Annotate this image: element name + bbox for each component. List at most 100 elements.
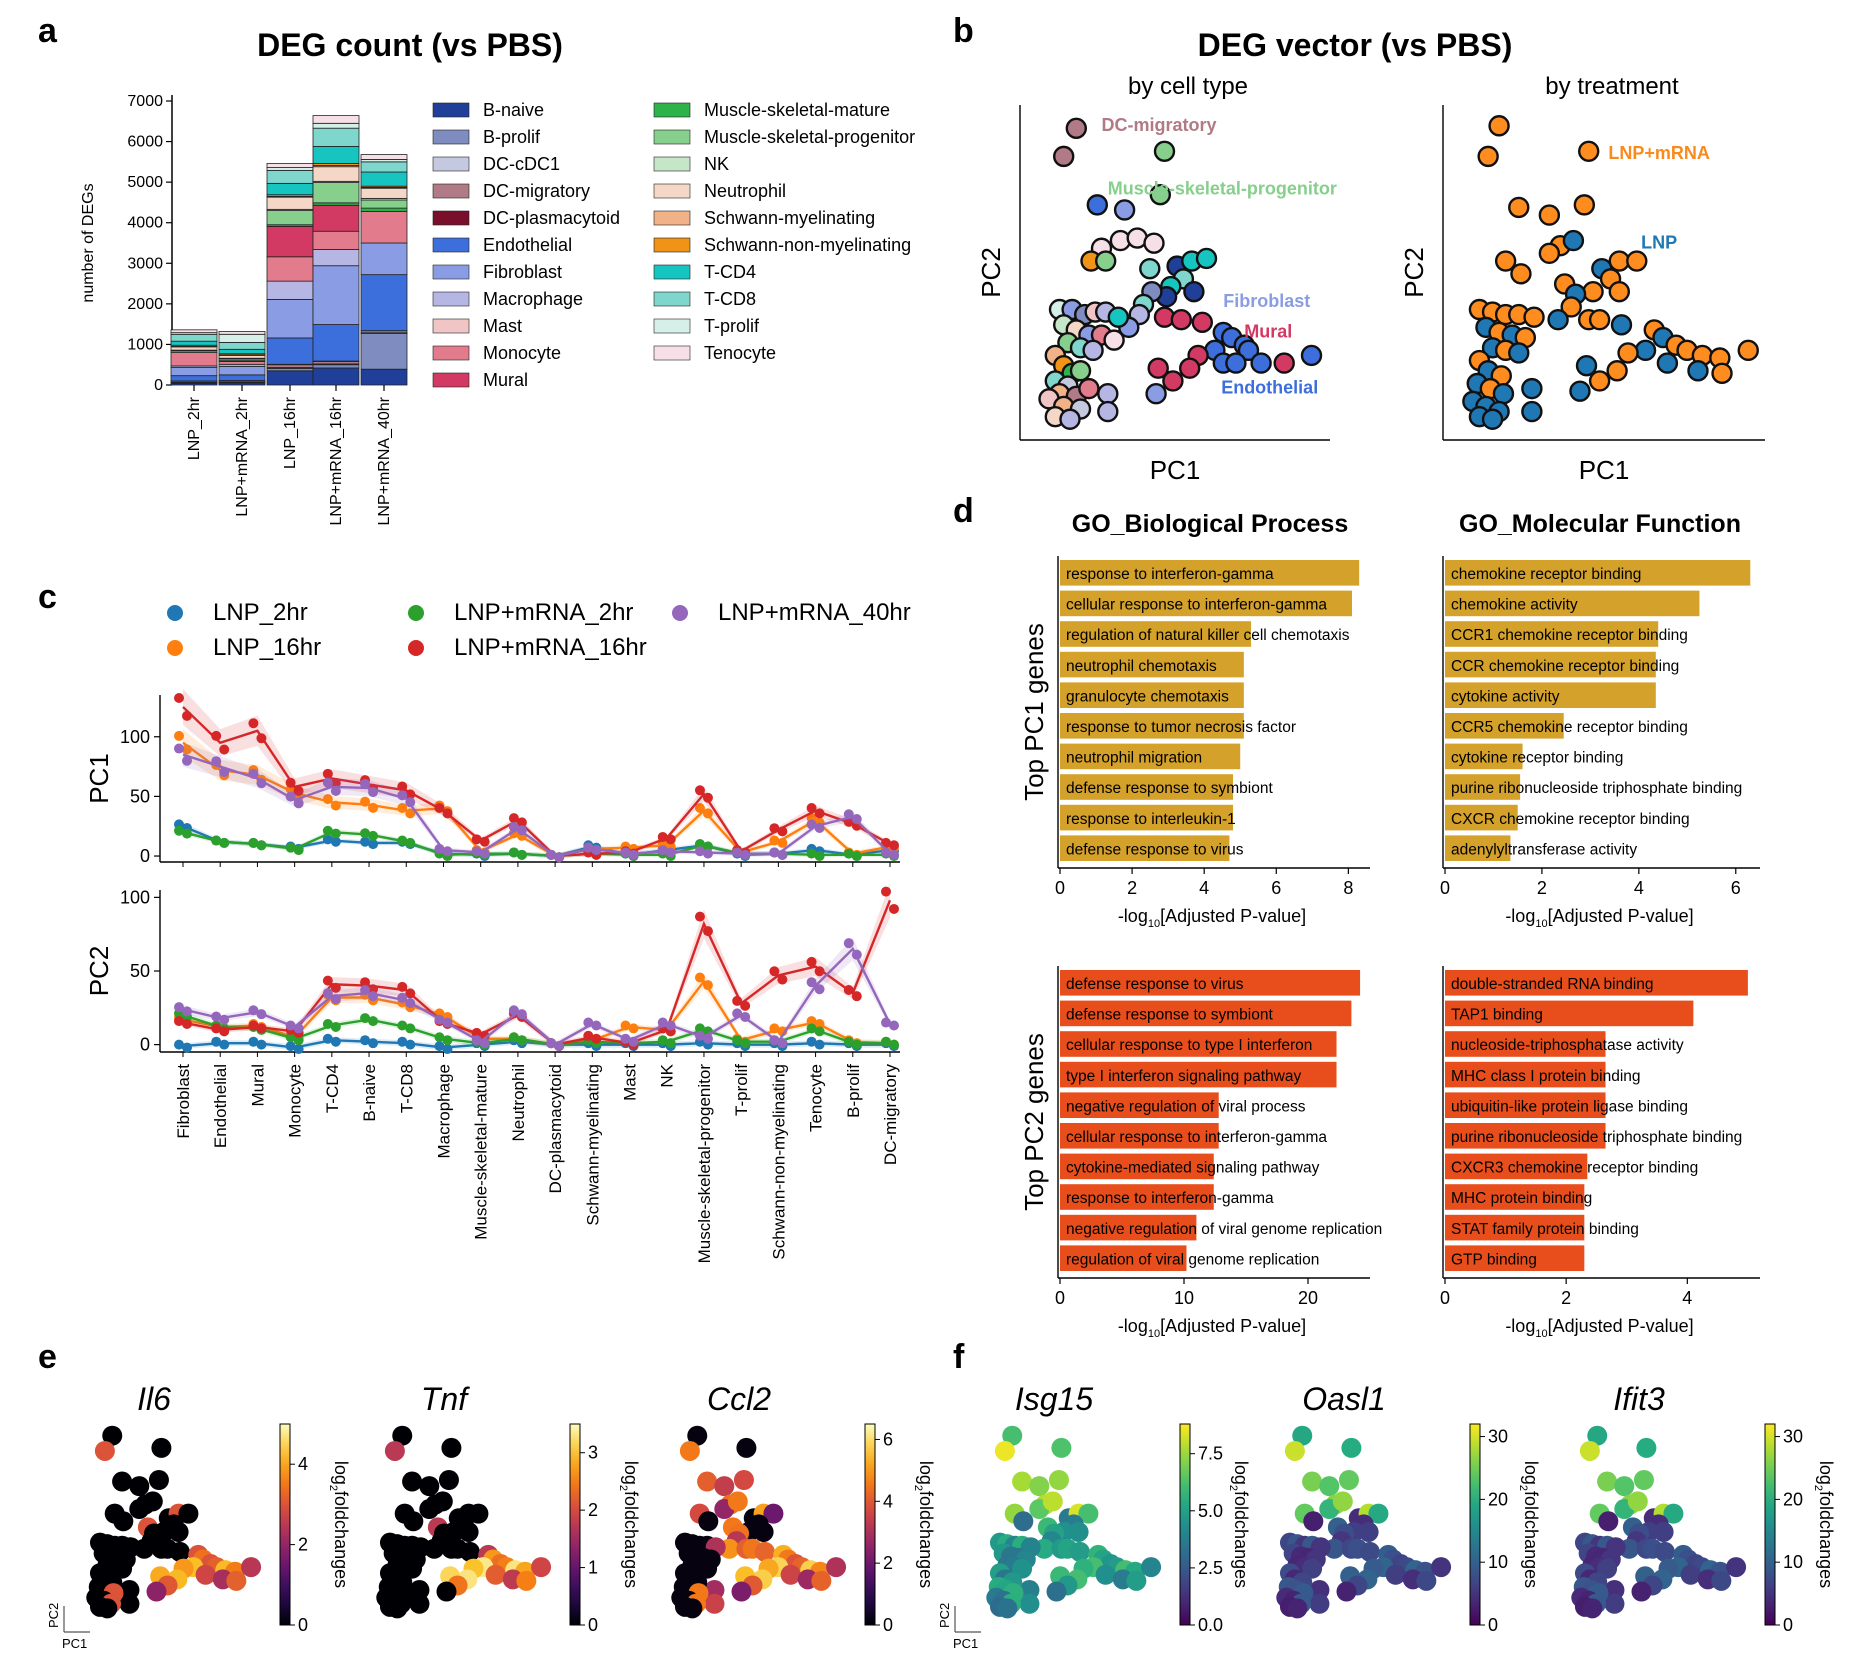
gene-point — [1012, 1471, 1033, 1492]
bar-segment — [218, 374, 266, 381]
series-point — [397, 1036, 408, 1047]
bar-segment — [218, 348, 266, 355]
go-bar — [1445, 743, 1523, 770]
gene-point — [1358, 1521, 1379, 1542]
series-point — [174, 1002, 184, 1013]
series-point — [591, 1033, 602, 1044]
legend-marker — [672, 605, 688, 621]
mini-x-label: PC1 — [953, 1636, 978, 1651]
gene-point — [1597, 1471, 1618, 1492]
gene-point — [1319, 1476, 1340, 1497]
cluster-label: LNP — [1641, 232, 1677, 252]
colorbar-tick-label: 10 — [1488, 1552, 1508, 1572]
x-tick-label: T-CD4 — [323, 1064, 342, 1113]
series-point — [851, 991, 862, 1002]
colorbar — [864, 1423, 876, 1626]
x-axis-label: -log10[Adjusted P-value] — [1118, 906, 1306, 930]
gene-point — [1069, 1541, 1090, 1562]
legend-swatch — [432, 102, 470, 118]
series-point — [620, 1020, 631, 1031]
series-point — [694, 1023, 705, 1034]
y-axis-label: PC2 — [84, 946, 114, 997]
x-tick-label: Schwann-myelinating — [583, 1064, 602, 1226]
series-point — [471, 834, 482, 845]
series-point — [285, 1041, 296, 1052]
y-tick-label: 0 — [154, 377, 163, 394]
series-point — [322, 988, 333, 999]
bar-segment — [170, 333, 218, 342]
colorbar-label: log2foldchanges — [1812, 1461, 1836, 1588]
series-point — [174, 1039, 184, 1050]
series-point — [843, 984, 854, 995]
legend-label: LNP+mRNA_40hr — [718, 599, 911, 626]
series-point — [694, 846, 705, 857]
series-point — [508, 847, 519, 858]
go-bar — [1060, 590, 1352, 617]
series-point — [330, 1021, 341, 1032]
series-point — [256, 840, 267, 851]
x-axis-label: PC1 — [1150, 455, 1201, 485]
series-point — [285, 1020, 296, 1031]
gene-point — [1663, 1503, 1684, 1524]
scatter-point — [1494, 250, 1517, 272]
gene-point — [1633, 1470, 1654, 1491]
series-point — [889, 1020, 899, 1031]
scatter-point — [1097, 383, 1119, 405]
bar-segment — [360, 161, 408, 173]
y-axis-label: PC2 — [976, 247, 1006, 298]
x-tick-label: 2 — [1537, 878, 1547, 898]
scatter-point — [1606, 360, 1628, 382]
cluster-label: LNP+mRNA — [1608, 143, 1710, 163]
go-term-label: cytokine activity — [1451, 688, 1560, 705]
panel-c-pc2: 0 50 100 PC2 Fibroblast Endothelial Mural Monoc… — [84, 882, 900, 1263]
series-point — [330, 836, 341, 847]
gene-point — [468, 1503, 489, 1524]
y-tick-label: 7000 — [127, 93, 163, 110]
scatter-point — [1059, 408, 1081, 430]
legend-label: B-prolif — [483, 127, 541, 147]
scatter-point — [1492, 383, 1515, 405]
scatter-point — [1488, 115, 1510, 137]
legend-label: LNP_2hr — [213, 599, 308, 626]
scatter-point — [1588, 309, 1611, 331]
scatter-point — [1626, 250, 1648, 272]
panel-letter-d: d — [953, 492, 974, 530]
x-tick-label: Muscle-skeletal-mature — [472, 1064, 491, 1240]
go-bar — [1060, 970, 1361, 996]
x-tick-label: Tenocyte — [807, 1064, 826, 1132]
legend-swatch — [653, 102, 691, 118]
legend-swatch — [432, 183, 470, 199]
gene-point — [763, 1503, 784, 1524]
colorbar-tick-label: 4 — [298, 1454, 308, 1474]
go-term-label: cellular response to interferon-gamma — [1066, 597, 1327, 614]
scatter-point — [1610, 314, 1633, 336]
bar-segment — [312, 122, 360, 129]
series-point — [360, 778, 371, 789]
legend-label: Mast — [483, 316, 522, 336]
colorbar-label: log2foldchanges — [617, 1461, 641, 1588]
bar-segment — [360, 368, 408, 386]
series-point — [368, 839, 379, 850]
go-bar — [1445, 1092, 1606, 1118]
series-point — [322, 1019, 333, 1030]
scatter-point — [1575, 354, 1598, 377]
gene-point — [94, 1440, 115, 1461]
series-point — [889, 840, 899, 851]
legend-swatch — [432, 318, 470, 334]
series-point — [434, 1041, 445, 1052]
gene-point — [1582, 1598, 1603, 1619]
panel-letter-f: f — [953, 1338, 965, 1376]
gene-point — [1287, 1598, 1308, 1619]
gene-point — [531, 1557, 552, 1578]
series-point — [322, 1033, 333, 1044]
scatter-point — [1195, 247, 1218, 270]
series-point — [479, 836, 490, 847]
colorbar-label: log2foldchanges — [912, 1461, 936, 1588]
x-tick-label: NK — [658, 1063, 677, 1087]
series-point — [694, 785, 705, 796]
series-point — [322, 825, 333, 836]
legend-swatch — [432, 345, 470, 361]
x-tick-label: B-naive — [360, 1064, 379, 1122]
